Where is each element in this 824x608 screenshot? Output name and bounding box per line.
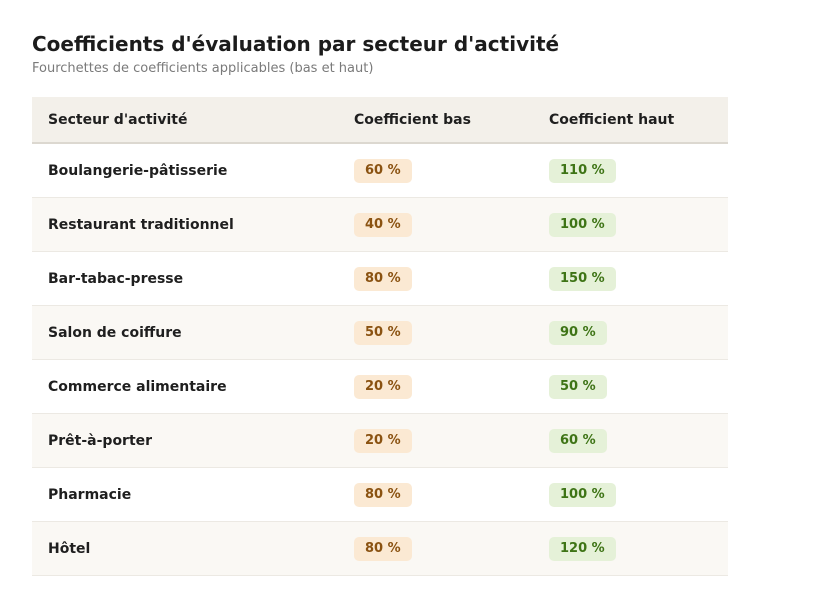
low-badge: 20 %: [354, 428, 412, 453]
page-title: Coefficients d'évaluation par secteur d'…: [32, 32, 560, 56]
high-badge: 120 %: [549, 536, 616, 561]
column-header-high: Coefficient haut: [533, 97, 728, 144]
low-cell: 20 %: [338, 413, 533, 468]
low-badge: 50 %: [354, 320, 412, 345]
sector-cell: Salon de coiffure: [32, 305, 338, 360]
high-badge: 50 %: [549, 374, 607, 399]
page-subtitle: Fourchettes de coefficients applicables …: [32, 61, 374, 76]
table-row: Pharmacie 80 % 100 %: [32, 467, 728, 522]
table-row: Prêt-à-porter 20 % 60 %: [32, 413, 728, 468]
column-header-low: Coefficient bas: [338, 97, 533, 144]
sector-cell: Boulangerie-pâtisserie: [32, 143, 338, 198]
table-row: Restaurant traditionnel 40 % 100 %: [32, 197, 728, 252]
table-row: Boulangerie-pâtisserie 60 % 110 %: [32, 143, 728, 198]
low-badge: 80 %: [354, 266, 412, 291]
sector-cell: Pharmacie: [32, 467, 338, 522]
high-badge: 110 %: [549, 158, 616, 183]
sector-cell: Restaurant traditionnel: [32, 197, 338, 252]
high-cell: 150 %: [533, 251, 728, 306]
high-badge: 100 %: [549, 212, 616, 237]
high-badge: 60 %: [549, 428, 607, 453]
low-cell: 80 %: [338, 467, 533, 522]
sector-cell: Hôtel: [32, 521, 338, 576]
table-row: Bar-tabac-presse 80 % 150 %: [32, 251, 728, 306]
column-header-sector: Secteur d'activité: [32, 97, 338, 144]
table-row: Commerce alimentaire 20 % 50 %: [32, 359, 728, 414]
high-badge: 90 %: [549, 320, 607, 345]
low-cell: 80 %: [338, 251, 533, 306]
coefficients-table: Secteur d'activité Coefficient bas Coeff…: [32, 97, 728, 576]
sector-cell: Prêt-à-porter: [32, 413, 338, 468]
high-cell: 110 %: [533, 143, 728, 198]
high-cell: 100 %: [533, 467, 728, 522]
high-cell: 100 %: [533, 197, 728, 252]
sector-cell: Commerce alimentaire: [32, 359, 338, 414]
low-badge: 80 %: [354, 536, 412, 561]
high-cell: 120 %: [533, 521, 728, 576]
table-row: Hôtel 80 % 120 %: [32, 521, 728, 576]
table-row: Salon de coiffure 50 % 90 %: [32, 305, 728, 360]
low-cell: 80 %: [338, 521, 533, 576]
high-badge: 100 %: [549, 482, 616, 507]
table-body: Boulangerie-pâtisserie 60 % 110 % Restau…: [32, 143, 728, 576]
low-badge: 80 %: [354, 482, 412, 507]
header-row: Secteur d'activité Coefficient bas Coeff…: [32, 97, 728, 144]
high-cell: 90 %: [533, 305, 728, 360]
table-header: Secteur d'activité Coefficient bas Coeff…: [32, 97, 728, 144]
high-badge: 150 %: [549, 266, 616, 291]
low-cell: 60 %: [338, 143, 533, 198]
high-cell: 60 %: [533, 413, 728, 468]
high-cell: 50 %: [533, 359, 728, 414]
low-badge: 40 %: [354, 212, 412, 237]
low-badge: 60 %: [354, 158, 412, 183]
low-cell: 50 %: [338, 305, 533, 360]
content-wrapper: Coefficients d'évaluation par secteur d'…: [32, 31, 728, 576]
low-badge: 20 %: [354, 374, 412, 399]
low-cell: 20 %: [338, 359, 533, 414]
low-cell: 40 %: [338, 197, 533, 252]
sector-cell: Bar-tabac-presse: [32, 251, 338, 306]
